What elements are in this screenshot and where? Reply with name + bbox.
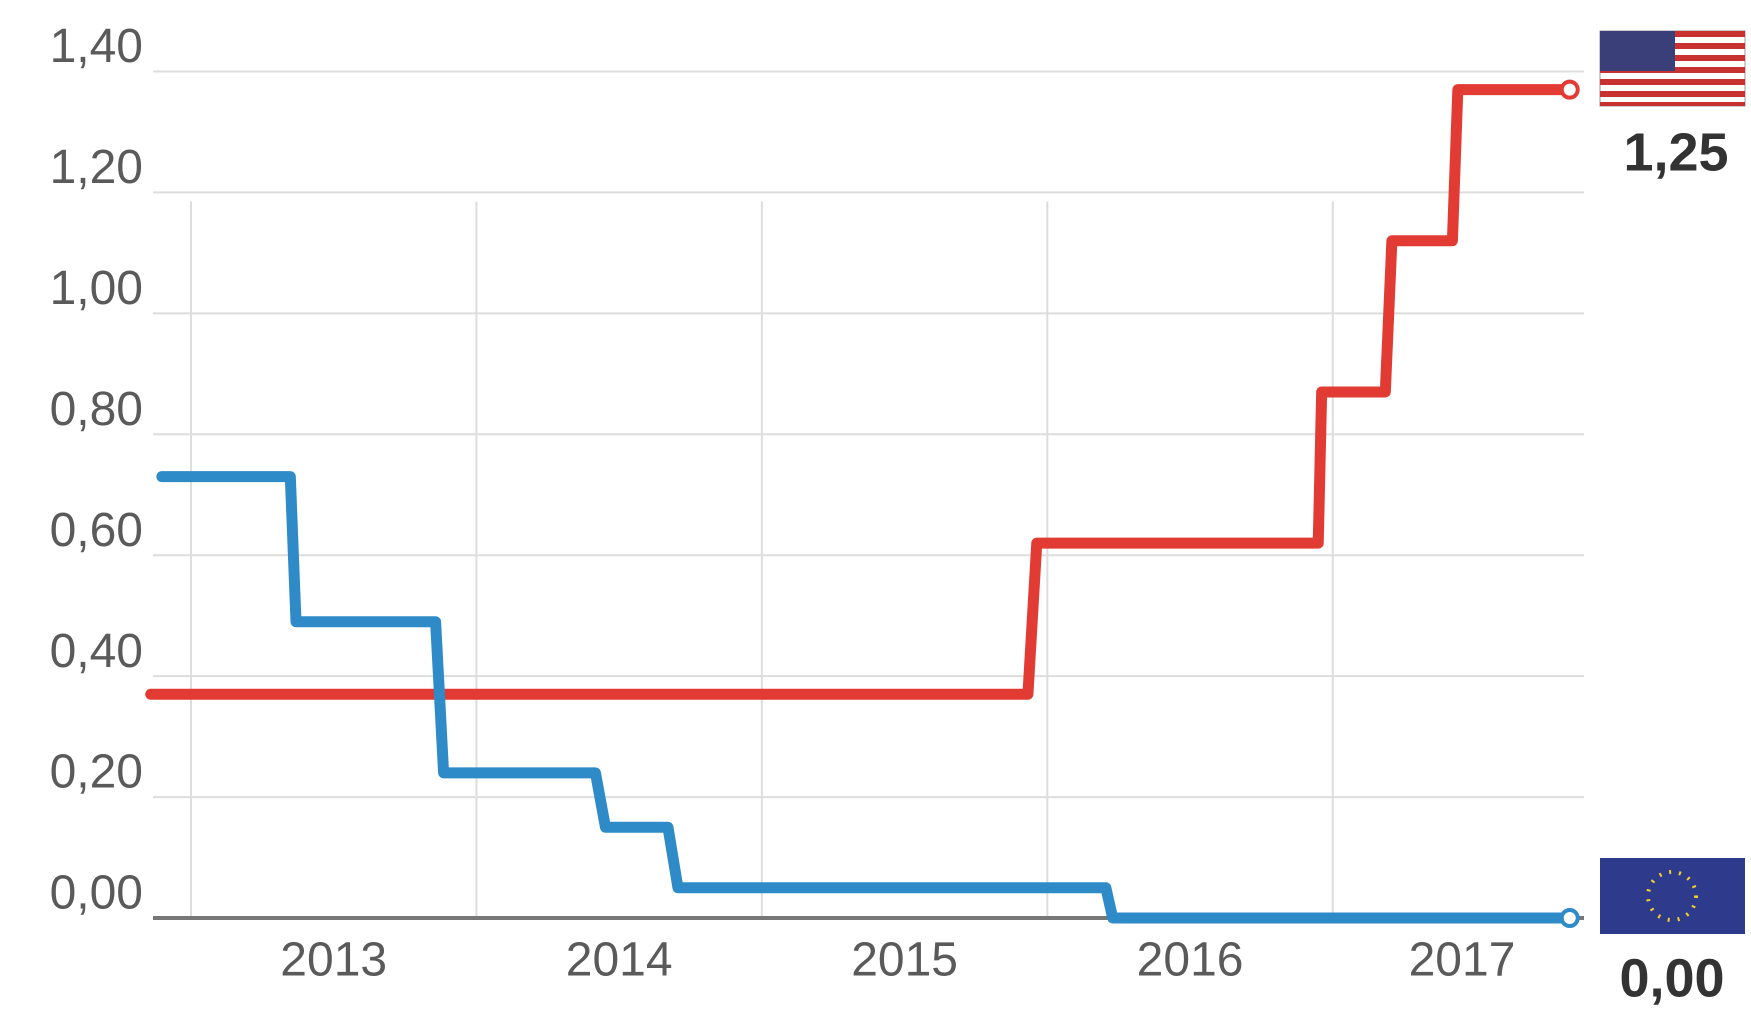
line-series bbox=[145, 84, 1576, 700]
y-tick-label: 0,80 bbox=[50, 383, 143, 436]
us-flag bbox=[1599, 30, 1746, 107]
x-tick-label: 2014 bbox=[566, 934, 673, 987]
end-marker bbox=[1559, 908, 1580, 928]
x-tick-label: 2016 bbox=[1137, 934, 1244, 987]
y-tick-label: 1,20 bbox=[50, 141, 143, 194]
eu-value-label: 0,00 bbox=[1619, 948, 1724, 1008]
line-series bbox=[156, 471, 1576, 924]
x-tick-label: 2017 bbox=[1409, 934, 1516, 987]
y-tick-label: 1,40 bbox=[50, 20, 143, 73]
x-tick-label: 2015 bbox=[851, 934, 958, 987]
us-value-label: 1,25 bbox=[1623, 122, 1728, 182]
y-tick-label: 0,60 bbox=[50, 504, 143, 557]
y-tick-label: 1,00 bbox=[50, 262, 143, 315]
x-tick-label: 2013 bbox=[280, 934, 387, 987]
y-tick-label: 0,00 bbox=[50, 867, 143, 920]
eu-flag bbox=[1600, 858, 1745, 934]
y-tick-label: 0,20 bbox=[50, 746, 143, 799]
y-tick-label: 0,40 bbox=[50, 625, 143, 678]
end-marker bbox=[1559, 79, 1580, 100]
